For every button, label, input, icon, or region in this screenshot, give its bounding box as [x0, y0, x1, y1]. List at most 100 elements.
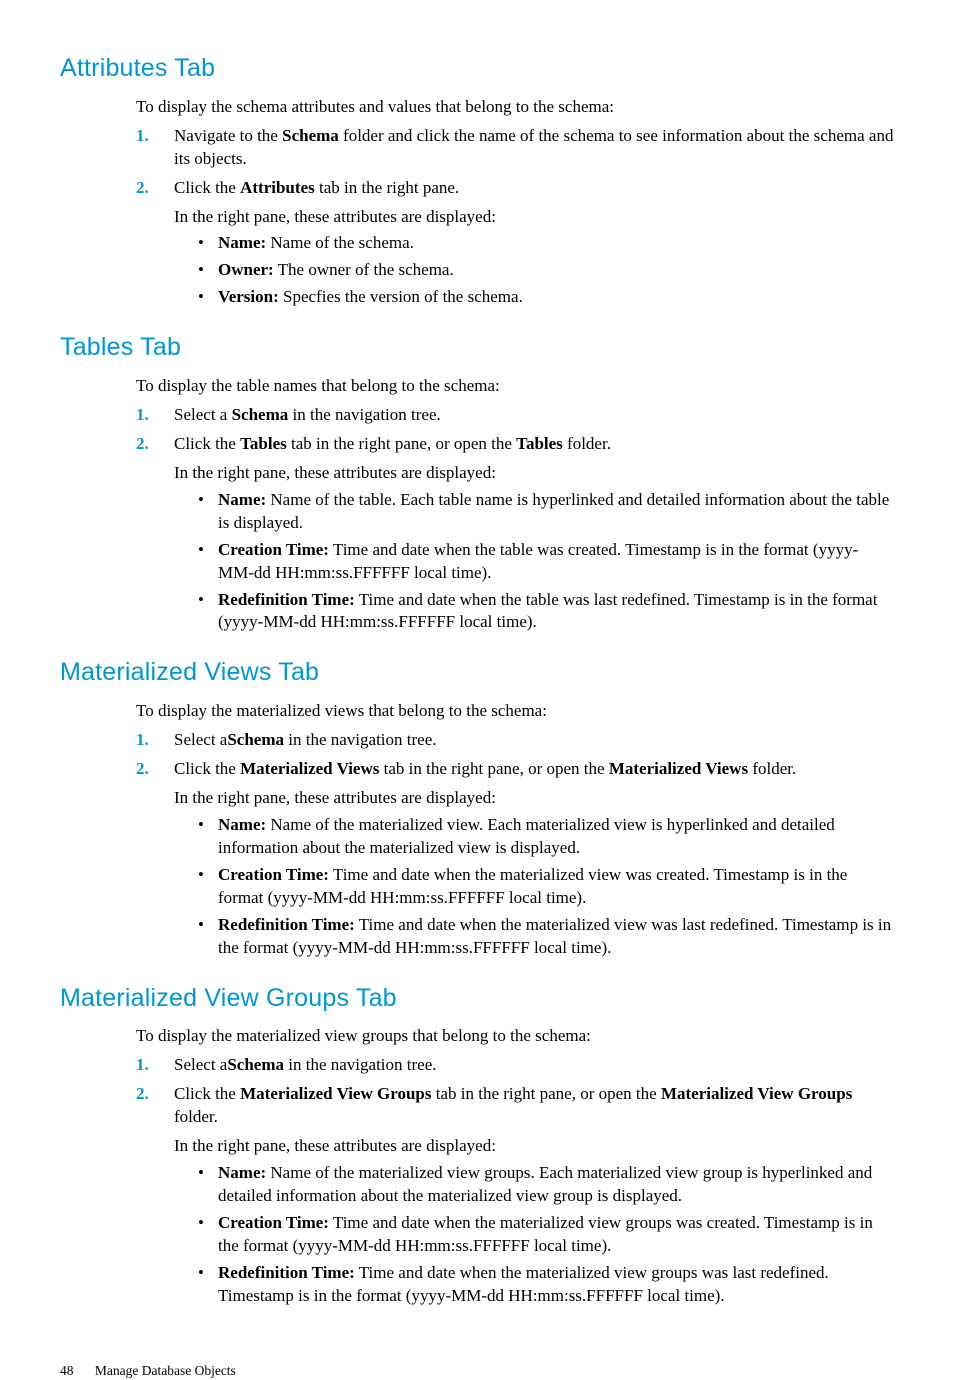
- bold-text: Tables: [240, 434, 287, 453]
- bold-text: Materialized View Groups: [661, 1084, 852, 1103]
- section-heading: Attributes Tab: [60, 52, 894, 86]
- body-text: folder.: [563, 434, 611, 453]
- body-text: Click the: [174, 178, 240, 197]
- step-body: Select a Schema in the navigation tree.: [174, 404, 894, 427]
- step-body: Click the Materialized Views tab in the …: [174, 758, 894, 781]
- step-number: 1.: [136, 125, 149, 148]
- bold-text: Name:: [218, 490, 266, 509]
- bulleted-list: Name: Name of the materialized view grou…: [198, 1162, 894, 1308]
- bold-text: Schema: [227, 730, 284, 749]
- bold-text: Materialized Views: [609, 759, 748, 778]
- step-subintro: In the right pane, these attributes are …: [174, 1135, 894, 1158]
- bold-text: Materialized View Groups: [240, 1084, 431, 1103]
- step-body: Select aSchema in the navigation tree.: [174, 1054, 894, 1077]
- body-text: Select a: [174, 730, 227, 749]
- numbered-step: 2. Click the Materialized View Groups tab…: [136, 1083, 894, 1307]
- numbered-step: 1. Select a Schema in the navigation tree…: [136, 404, 894, 427]
- body-text: Select a: [174, 1055, 227, 1074]
- numbered-list: 1.Select aSchema in the navigation tree.…: [136, 1054, 894, 1307]
- section-intro: To display the schema attributes and val…: [136, 96, 894, 119]
- bold-text: Schema: [232, 405, 289, 424]
- bold-text: Name:: [218, 815, 266, 834]
- section-heading: Materialized View Groups Tab: [60, 982, 894, 1016]
- numbered-step: 1.Select aSchema in the navigation tree.: [136, 1054, 894, 1077]
- bold-text: Schema: [282, 126, 339, 145]
- bold-text: Name:: [218, 1163, 266, 1182]
- bold-text: Redefinition Time:: [218, 915, 355, 934]
- body-text: folder.: [174, 1107, 218, 1126]
- bold-text: Tables: [516, 434, 563, 453]
- numbered-list: 1. Select aSchema in the navigation tree.…: [136, 729, 894, 959]
- step-subintro: In the right pane, these attributes are …: [174, 787, 894, 810]
- body-text: Click the: [174, 434, 240, 453]
- body-text: Click the: [174, 1084, 240, 1103]
- body-text: Click the: [174, 759, 240, 778]
- bold-text: Redefinition Time:: [218, 590, 355, 609]
- bold-text: Creation Time:: [218, 540, 329, 559]
- step-number: 2.: [136, 758, 149, 781]
- numbered-list: 1. Select a Schema in the navigation tree…: [136, 404, 894, 634]
- bold-text: Creation Time:: [218, 865, 329, 884]
- body-text: Name of the table. Each table name is hy…: [218, 490, 889, 532]
- body-text: folder.: [748, 759, 796, 778]
- body-text: in the navigation tree.: [288, 405, 440, 424]
- step-body: Select aSchema in the navigation tree.: [174, 729, 894, 752]
- bold-text: Name:: [218, 233, 266, 252]
- numbered-step: 1. Select aSchema in the navigation tree.: [136, 729, 894, 752]
- bold-text: Redefinition Time:: [218, 1263, 355, 1282]
- body-text: tab in the right pane.: [315, 178, 459, 197]
- numbered-step: 2. Click the Tables tab in the right pane…: [136, 433, 894, 635]
- body-text: tab in the right pane, or open the: [379, 759, 608, 778]
- section-intro: To display the materialized views that b…: [136, 700, 894, 723]
- page-number: 48: [60, 1363, 74, 1378]
- step-body: Click the Attributes tab in the right pa…: [174, 177, 894, 200]
- section-intro: To display the table names that belong t…: [136, 375, 894, 398]
- section-intro: To display the materialized view groups …: [136, 1025, 894, 1048]
- bullet-item: Name: Name of the schema.: [198, 232, 894, 255]
- numbered-step: 2. Click the Attributes tab in the right …: [136, 177, 894, 310]
- step-number: 1.: [136, 404, 149, 427]
- body-text: The owner of the schema.: [274, 260, 454, 279]
- bold-text: Schema: [227, 1055, 284, 1074]
- body-text: tab in the right pane, or open the: [432, 1084, 661, 1103]
- section-heading: Tables Tab: [60, 331, 894, 365]
- numbered-step: 1. Navigate to the Schema folder and clic…: [136, 125, 894, 171]
- step-subintro: In the right pane, these attributes are …: [174, 462, 894, 485]
- bold-text: Creation Time:: [218, 1213, 329, 1232]
- body-text: tab in the right pane, or open the: [287, 434, 516, 453]
- bold-text: Version:: [218, 287, 279, 306]
- bullet-item: Redefinition Time: Time and date when th…: [198, 914, 894, 960]
- step-number: 2.: [136, 433, 149, 456]
- bulleted-list: Name: Name of the table. Each table name…: [198, 489, 894, 635]
- bullet-item: Owner: The owner of the schema.: [198, 259, 894, 282]
- numbered-step: 2. Click the Materialized Views tab in th…: [136, 758, 894, 960]
- body-text: Name of the materialized view groups. Ea…: [218, 1163, 872, 1205]
- body-text: in the navigation tree.: [284, 1055, 436, 1074]
- bullet-item: Redefinition Time: Time and date when th…: [198, 1262, 894, 1308]
- bullet-item: Name: Name of the materialized view. Eac…: [198, 814, 894, 860]
- step-subintro: In the right pane, these attributes are …: [174, 206, 894, 229]
- bullet-item: Creation Time: Time and date when the ta…: [198, 539, 894, 585]
- step-body: Click the Materialized View Groups tab i…: [174, 1083, 894, 1129]
- page-footer: 48 Manage Database Objects: [60, 1362, 236, 1380]
- bullet-item: Name: Name of the table. Each table name…: [198, 489, 894, 535]
- body-text: Name of the materialized view. Each mate…: [218, 815, 835, 857]
- numbered-list: 1. Navigate to the Schema folder and clic…: [136, 125, 894, 310]
- step-number: 1.: [136, 729, 149, 752]
- page-content: Attributes Tab To display the schema attr…: [60, 52, 894, 1308]
- step-number: 2.: [136, 1083, 149, 1106]
- body-text: Specfies the version of the schema.: [279, 287, 523, 306]
- bold-text: Owner:: [218, 260, 274, 279]
- bulleted-list: Name: Name of the materialized view. Eac…: [198, 814, 894, 960]
- bullet-item: Creation Time: Time and date when the ma…: [198, 864, 894, 910]
- body-text: in the navigation tree.: [284, 730, 436, 749]
- bullet-item: Version: Specfies the version of the sch…: [198, 286, 894, 309]
- bullet-item: Name: Name of the materialized view grou…: [198, 1162, 894, 1208]
- body-text: Select a: [174, 405, 232, 424]
- body-text: Name of the schema.: [266, 233, 414, 252]
- section-heading: Materialized Views Tab: [60, 656, 894, 690]
- step-body: Navigate to the Schema folder and click …: [174, 125, 894, 171]
- body-text: Navigate to the: [174, 126, 282, 145]
- step-number: 2.: [136, 177, 149, 200]
- bold-text: Attributes: [240, 178, 315, 197]
